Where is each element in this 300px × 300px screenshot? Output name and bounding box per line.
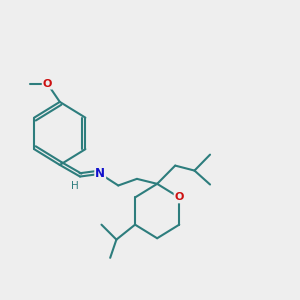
- Text: O: O: [43, 79, 52, 88]
- Text: N: N: [95, 167, 105, 180]
- Text: O: O: [175, 192, 184, 203]
- Text: H: H: [70, 182, 78, 191]
